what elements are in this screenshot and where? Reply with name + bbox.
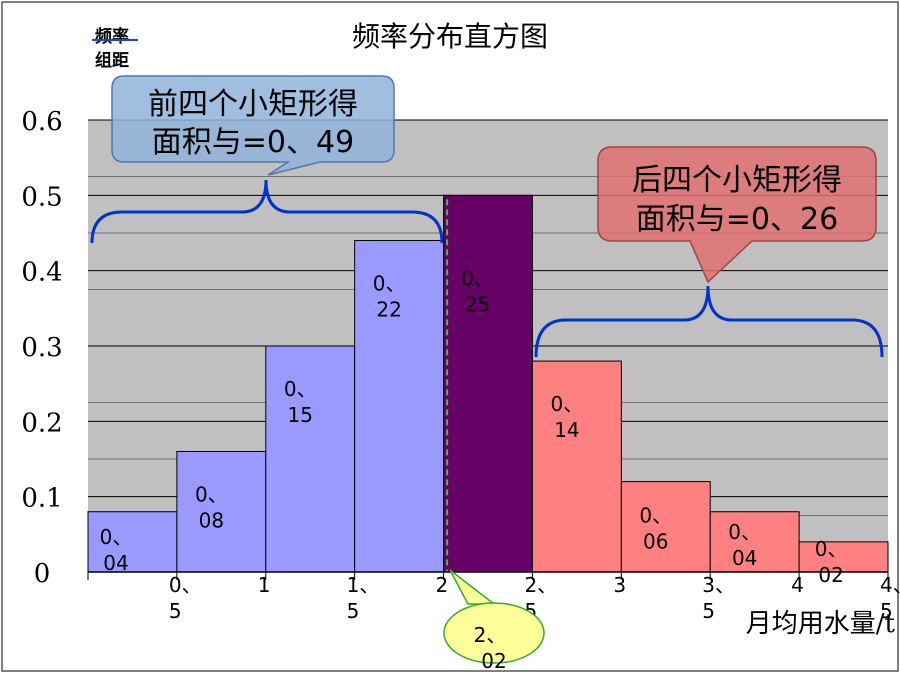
right-callout-bubble bbox=[597, 146, 877, 284]
right-callout-line1: 后四个小矩形得 bbox=[632, 163, 842, 198]
bar-area-label-line2: 25 bbox=[465, 292, 490, 316]
right-callout: 后四个小矩形得 面积与=0、26 bbox=[597, 146, 877, 284]
bar-area-label-line1: 0、 bbox=[195, 482, 228, 506]
bars bbox=[87, 194, 889, 573]
y-tick-label: 0.2 bbox=[21, 408, 62, 438]
histogram-bar bbox=[443, 194, 533, 573]
median-callout-bubble bbox=[443, 602, 545, 664]
x-tick-label-line1: 0、 bbox=[169, 573, 202, 597]
histogram-bar bbox=[709, 511, 800, 573]
bar-area-label-line2: 04 bbox=[732, 546, 757, 570]
bar-area-label-line2: 14 bbox=[554, 418, 579, 442]
chart-title: 频率分布直方图 bbox=[352, 20, 548, 53]
left-callout: 前四个小矩形得 面积与=0、49 bbox=[111, 75, 395, 176]
right-brace bbox=[534, 285, 884, 358]
bar-area-label-line1: 0、 bbox=[639, 503, 672, 527]
bar-area-label-line1: 0、 bbox=[284, 377, 317, 401]
bar-area-label-line1: 0、 bbox=[461, 266, 494, 290]
x-tick-label-line2: 5 bbox=[169, 599, 182, 623]
bar-area-label-line1: 0、 bbox=[728, 520, 761, 544]
histogram-bar bbox=[176, 450, 267, 573]
median-callout-pointer bbox=[449, 569, 497, 605]
x-tick-label-line1: 4、 bbox=[880, 573, 900, 597]
bar-area-label-line2: 08 bbox=[199, 508, 224, 532]
bar-area-label-line2: 22 bbox=[376, 298, 401, 322]
histogram-bar bbox=[354, 240, 445, 573]
bar-area-label-line2: 04 bbox=[103, 551, 128, 575]
histogram-bar bbox=[531, 360, 622, 573]
x-tick-label-line1: 2、 bbox=[524, 573, 557, 597]
x-tick-label-line2: 5 bbox=[702, 599, 715, 623]
x-tick-label-line1: 4 bbox=[791, 573, 804, 597]
median-callout: 2、 02 bbox=[443, 569, 545, 673]
median-callout-line1: 2、 bbox=[474, 623, 507, 647]
y-tick-label: 0 bbox=[34, 559, 51, 589]
bar-area-labels: 0、040、080、150、220、250、140、06 0、04 0、02 bbox=[100, 266, 848, 587]
x-tick-labels: 0、511、522、533、544、5 bbox=[87, 572, 900, 623]
y-tick-label: 0.4 bbox=[21, 258, 62, 288]
x-tick-label-line1: 1、 bbox=[347, 573, 380, 597]
y-tick-label: 0.6 bbox=[21, 107, 62, 137]
median-callout-line2: 02 bbox=[481, 649, 506, 673]
bar-area-label-line2: 02 bbox=[818, 563, 843, 587]
x-tick-label-line2: 5 bbox=[347, 599, 360, 623]
y-tick-label: 0.1 bbox=[21, 484, 62, 514]
x-tick-label-line2: 5 bbox=[880, 599, 893, 623]
x-tick-label-line1: 2 bbox=[436, 573, 449, 597]
right-callout-line2: 面积与=0、26 bbox=[636, 202, 838, 237]
y-axis-label-bottom: 组距 bbox=[95, 50, 129, 71]
x-tick-label-line1: 1 bbox=[258, 573, 271, 597]
left-callout-line2: 面积与=0、49 bbox=[152, 125, 354, 160]
bar-area-label-line1: 0、 bbox=[100, 525, 133, 549]
y-tick-labels: 0 0.1 0.2 0.3 0.4 0.5 0.6 bbox=[21, 107, 62, 589]
left-callout-line1: 前四个小矩形得 bbox=[148, 87, 358, 122]
x-axis-label: 月均用水量/t bbox=[746, 609, 896, 639]
bar-area-label-line2: 06 bbox=[643, 529, 668, 553]
x-tick-label-line1: 3、 bbox=[702, 573, 735, 597]
y-tick-label: 0.3 bbox=[21, 333, 62, 363]
bar-area-label-line1: 0、 bbox=[551, 392, 584, 416]
x-tick-label-line1: 3 bbox=[613, 573, 626, 597]
y-tick-label: 0.5 bbox=[21, 182, 62, 212]
left-brace bbox=[90, 179, 444, 244]
bar-area-label-line1: 0、 bbox=[815, 537, 848, 561]
y-axis-label-top: 频率 bbox=[95, 26, 129, 47]
bar-area-label-line1: 0、 bbox=[373, 272, 406, 296]
left-callout-bubble bbox=[111, 75, 395, 176]
bar-area-label-line2: 15 bbox=[287, 403, 312, 427]
